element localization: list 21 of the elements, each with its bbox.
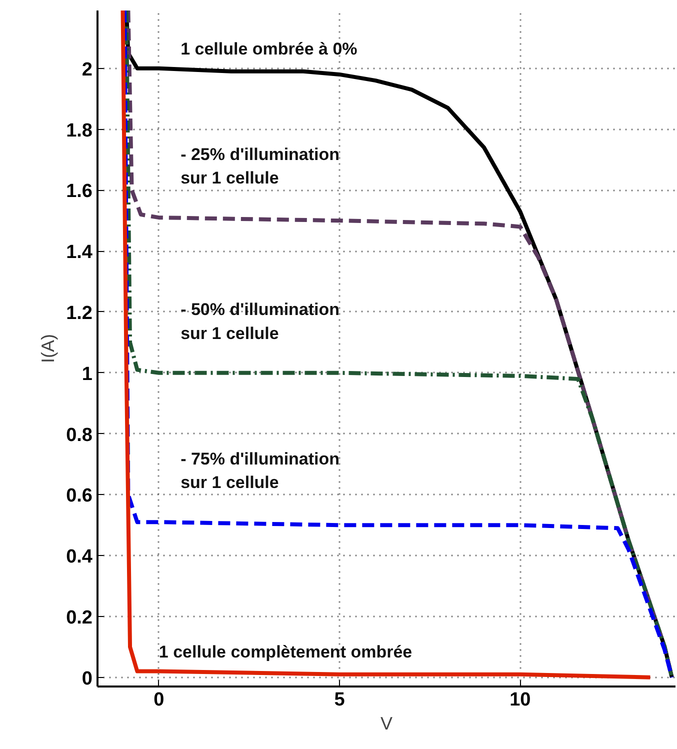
series-label: 1 cellule complètement ombrée [158, 642, 412, 662]
series-label: - 50% d'illumination sur 1 cellule [180, 300, 340, 343]
y-tick-label: 0.2 [66, 607, 93, 628]
y-tick-label: 1.6 [66, 181, 93, 202]
y-tick-label: 0.8 [66, 424, 93, 446]
x-tick-label: 10 [510, 690, 531, 710]
y-tick-label: 1.2 [66, 302, 93, 324]
x-axis-title: V [380, 714, 393, 734]
y-tick-label: 0.4 [66, 546, 93, 568]
y-tick-label: 1.8 [66, 120, 93, 142]
y-tick-label: 0.6 [66, 486, 93, 507]
series-label: - 25% d'illumination sur 1 cellule [180, 144, 340, 188]
y-tick-label: 1 [82, 364, 93, 385]
x-tick-label: 5 [334, 690, 346, 710]
series-label: 1 cellule ombrée à 0% [180, 39, 358, 58]
y-tick-label: 1.4 [66, 242, 93, 264]
y-tick-label: 2 [82, 59, 93, 80]
series-label: - 75% d'illumination sur 1 cellule [180, 449, 340, 492]
y-tick-label: 0 [82, 668, 93, 690]
y-axis-title: I(A) [38, 334, 58, 363]
x-tick-label: 0 [154, 690, 164, 710]
